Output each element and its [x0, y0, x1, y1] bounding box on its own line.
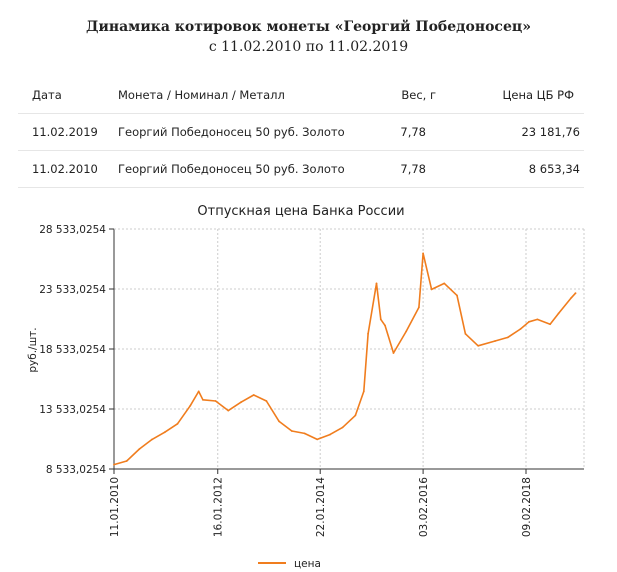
price-table: Дата Монета / Номинал / Металл Вес, г Це… — [18, 77, 584, 188]
data-point — [151, 438, 154, 441]
column-header-date: Дата — [32, 88, 62, 102]
data-point — [290, 430, 293, 432]
y-axis-label: руб./шт. — [27, 327, 39, 372]
data-point — [202, 398, 204, 401]
data-point — [422, 252, 424, 255]
data-point — [362, 390, 365, 393]
data-point — [405, 330, 408, 333]
page-subtitle: с 11.02.2010 по 11.02.2019 — [208, 39, 409, 55]
data-point — [197, 390, 200, 393]
column-header-price: Цена ЦБ РФ — [502, 88, 574, 102]
data-point — [375, 282, 378, 285]
x-tick-label: 09.02.2018 — [521, 477, 533, 537]
series-line-цена — [113, 252, 577, 466]
cell-weight: 7,78 — [400, 125, 426, 139]
data-point — [113, 463, 115, 466]
y-tick-label: 18 533,0254 — [39, 344, 106, 356]
data-point — [557, 312, 560, 315]
table-row: 11.02.2010 Георгий Победоносец 50 руб. З… — [18, 151, 584, 188]
data-point — [506, 336, 509, 339]
legend-label: цена — [294, 558, 321, 570]
data-point — [265, 400, 268, 402]
chart-title: Отпускная цена Банка России — [197, 204, 404, 219]
page-title: Динамика котировок монеты «Георгий Побед… — [86, 19, 531, 35]
data-point — [125, 460, 128, 462]
data-point — [477, 344, 480, 347]
data-point — [189, 404, 192, 407]
cell-coin: Георгий Победоносец 50 руб. Золото — [118, 125, 345, 139]
data-point — [329, 433, 331, 436]
data-point — [278, 420, 281, 423]
data-point — [443, 282, 446, 285]
x-tick-label: 03.02.2016 — [418, 477, 430, 537]
data-point — [252, 394, 255, 396]
data-point — [138, 448, 141, 450]
y-tick-label: 28 533,0254 — [39, 224, 106, 236]
data-point — [227, 409, 230, 412]
data-point — [379, 318, 382, 321]
cell-date: 11.02.2010 — [32, 162, 98, 176]
cell-date: 11.02.2019 — [32, 125, 98, 139]
x-tick-label: 16.01.2012 — [213, 477, 225, 537]
data-point — [536, 318, 539, 321]
y-tick-label: 8 533,0254 — [46, 464, 106, 476]
data-point — [464, 332, 467, 335]
data-point — [456, 294, 458, 297]
x-tick-label: 11.01.2010 — [109, 477, 121, 537]
data-point — [430, 288, 433, 291]
data-point — [214, 400, 217, 402]
table-row: 11.02.2019 Георгий Победоносец 50 руб. З… — [18, 114, 584, 151]
data-point — [240, 401, 242, 404]
cell-coin: Георгий Победоносец 50 руб. Золото — [118, 162, 345, 176]
cell-price: 23 181,76 — [521, 125, 580, 139]
x-tick-label: 22.01.2014 — [315, 477, 327, 537]
y-tick-label: 13 533,0254 — [39, 404, 106, 416]
data-point — [519, 328, 522, 330]
data-point — [417, 306, 420, 309]
data-point — [303, 432, 306, 435]
column-header-weight: Вес, г — [401, 88, 436, 102]
data-point — [316, 438, 319, 441]
column-header-coin: Монета / Номинал / Металл — [118, 88, 285, 102]
data-point — [341, 426, 344, 429]
data-point — [494, 340, 496, 342]
data-point — [384, 324, 386, 327]
data-point — [549, 323, 552, 326]
data-point — [570, 296, 573, 299]
data-point — [528, 320, 530, 323]
data-point — [163, 431, 166, 434]
data-point — [574, 292, 577, 295]
cell-weight: 7,78 — [400, 162, 426, 176]
table-header-row: Дата Монета / Номинал / Металл Вес, г Це… — [18, 77, 584, 114]
data-point — [367, 332, 369, 335]
cell-price: 8 653,34 — [528, 162, 580, 176]
data-point — [392, 352, 395, 354]
y-tick-label: 23 533,0254 — [39, 284, 106, 296]
data-point — [176, 422, 179, 425]
data-point — [354, 414, 357, 417]
